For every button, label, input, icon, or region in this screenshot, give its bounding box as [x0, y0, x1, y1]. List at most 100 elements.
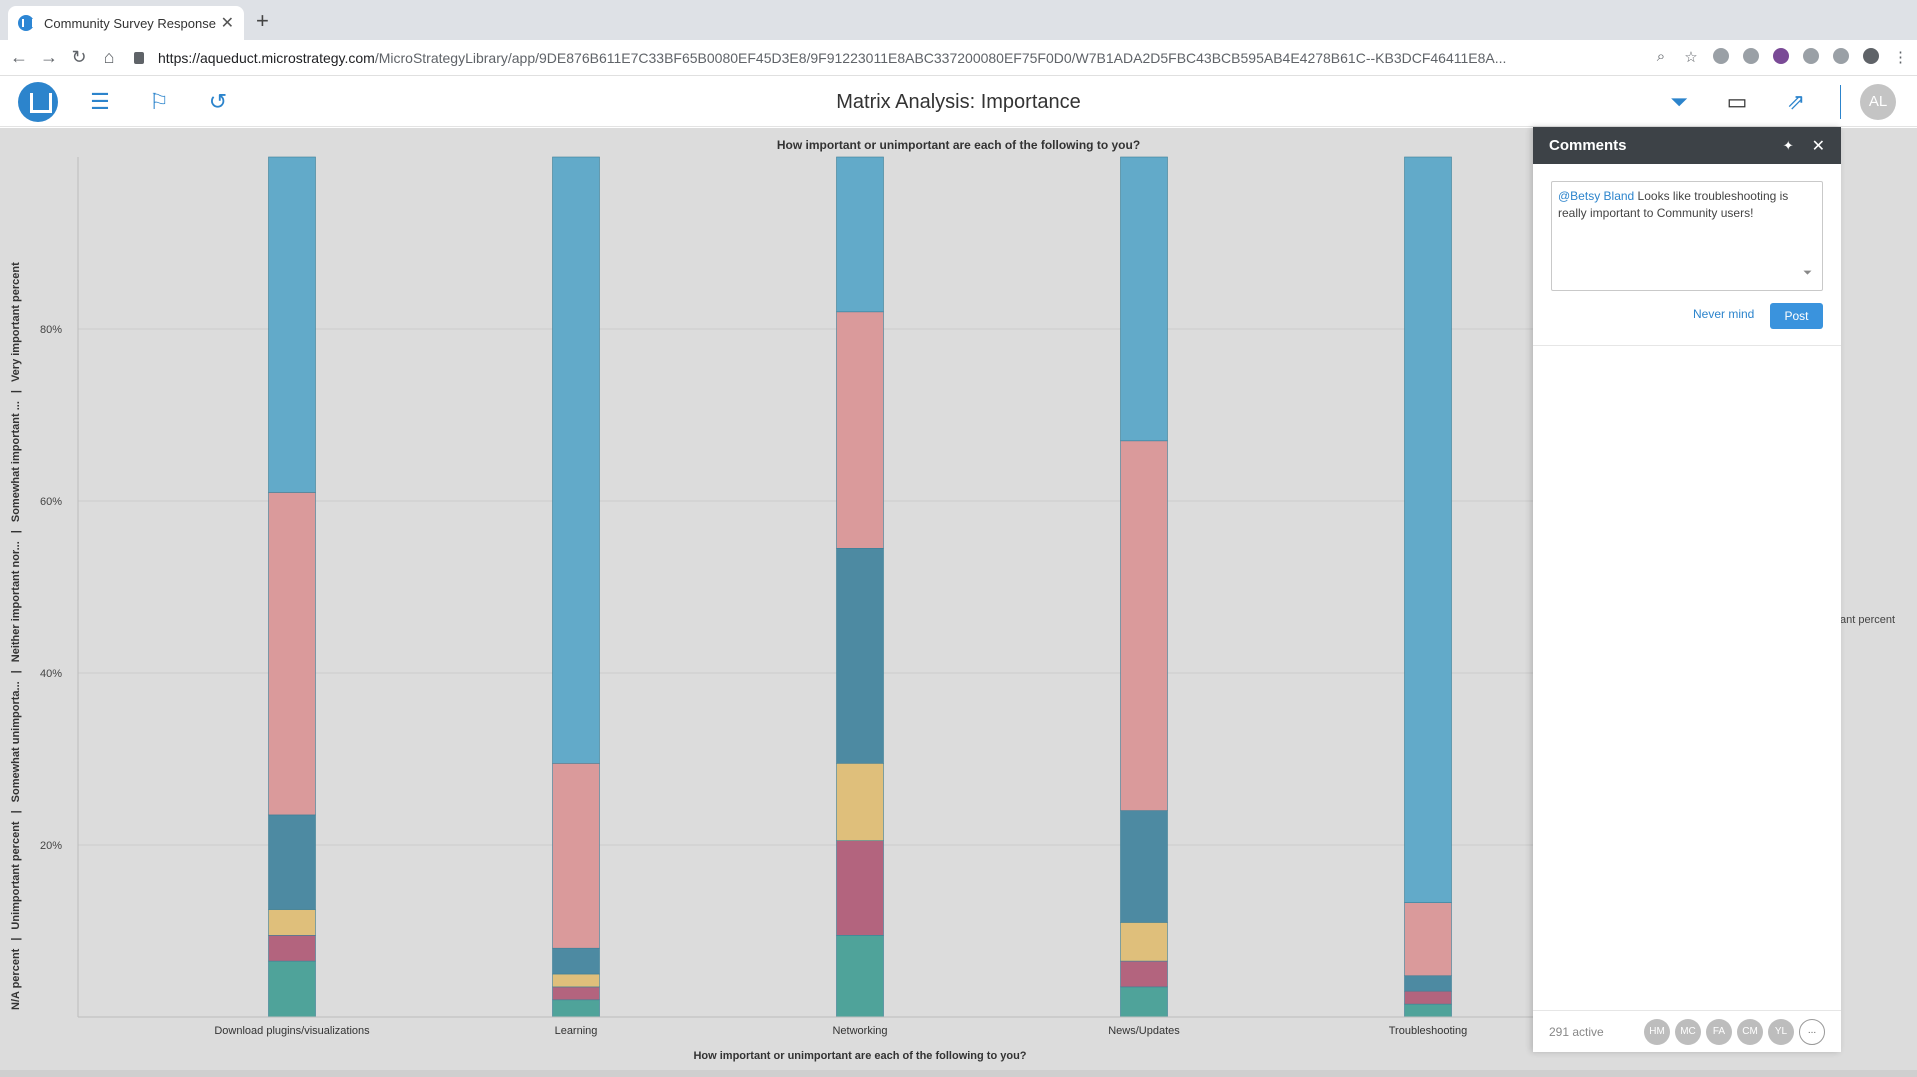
y-tick-label: 20%: [40, 840, 62, 852]
header-divider: [1840, 85, 1841, 119]
url-bar[interactable]: https://aqueduct.microstrategy.com/Micro…: [134, 44, 1634, 72]
y-tick-label: 80%: [40, 324, 62, 336]
avatar[interactable]: AL: [1860, 84, 1896, 120]
x-axis-title: How important or unimportant are each of…: [693, 1050, 1027, 1062]
y-title-part: Very important percent: [10, 262, 22, 383]
history-icon[interactable]: ↺: [208, 89, 228, 114]
y-title-separator: |: [10, 530, 22, 534]
y-tick-label: 60%: [40, 496, 62, 508]
legend-fragment: ant percent: [1840, 614, 1896, 626]
extension-icon[interactable]: [1713, 48, 1729, 64]
comment-draft-text: Looks like troubleshooting is really imp…: [1558, 189, 1789, 220]
bar-segment[interactable]: [268, 814, 316, 910]
filter-icon[interactable]: ⏷: [1670, 89, 1688, 114]
bar-segment[interactable]: [1404, 1003, 1452, 1018]
bar-segment[interactable]: [836, 840, 884, 936]
x-tick-label: Learning: [555, 1025, 598, 1037]
bar-segment[interactable]: [268, 934, 316, 962]
post-button[interactable]: Post: [1770, 303, 1823, 329]
bar-segment[interactable]: [268, 909, 316, 936]
mention-tag[interactable]: @Betsy Bland: [1558, 189, 1635, 203]
star-icon[interactable]: ☆: [1684, 49, 1698, 66]
x-tick-label: Download plugins/visualizations: [214, 1025, 370, 1037]
y-title-part: Somewhat important ...: [10, 401, 22, 523]
bar-segment[interactable]: [1404, 990, 1452, 1005]
bar-segment[interactable]: [268, 960, 316, 1018]
stacked-bar-chart: 20% 40% 60% 80% Download plugins/visualizat…: [40, 156, 1533, 1037]
x-tick-label: News/Updates: [1108, 1025, 1180, 1037]
comment-input[interactable]: @Betsy Bland Looks like troubleshooting …: [1551, 181, 1823, 291]
extension-icon[interactable]: [1833, 48, 1849, 64]
reload-icon[interactable]: ↻: [71, 47, 87, 67]
y-title-part: Neither important nor...: [10, 541, 22, 663]
comments-icon[interactable]: ▭: [1726, 89, 1748, 114]
comments-panel: Comments ✦ ✕ @Betsy Bland Looks like tro…: [1533, 127, 1841, 1052]
share-icon[interactable]: ⇗: [1786, 89, 1806, 114]
new-tab-icon[interactable]: +: [256, 8, 269, 33]
app-favicon-icon: [18, 15, 34, 31]
bar-segment[interactable]: [836, 156, 884, 313]
bar-segment[interactable]: [1120, 156, 1168, 442]
library-home-button[interactable]: [18, 82, 58, 122]
bar-segment[interactable]: [1120, 922, 1168, 962]
profile-icon[interactable]: [1863, 48, 1879, 64]
extension-icon[interactable]: [1743, 48, 1759, 64]
bar-segment[interactable]: [1120, 810, 1168, 923]
bar-segment[interactable]: [1404, 902, 1452, 977]
y-title-separator: |: [10, 810, 22, 814]
bar-segment[interactable]: [836, 762, 884, 841]
page-title: Matrix Analysis: Importance: [836, 91, 1081, 113]
close-tab-icon[interactable]: ✕: [220, 15, 234, 32]
comments-footer: 291 active HM MC FA CM YL ...: [1533, 1010, 1841, 1052]
bar-segment[interactable]: [552, 947, 600, 975]
y-title-part: N/A percent: [10, 948, 22, 1010]
more-users-button[interactable]: ...: [1799, 1018, 1825, 1045]
bar-segment[interactable]: [552, 973, 600, 988]
bar-segment[interactable]: [552, 762, 600, 949]
menu-dots-icon[interactable]: ⋮: [1893, 49, 1908, 66]
camera-icon[interactable]: [1803, 48, 1819, 64]
close-icon[interactable]: ✕: [1811, 137, 1825, 155]
zoom-icon[interactable]: ⌕: [1656, 48, 1666, 65]
bar-segment[interactable]: [836, 934, 884, 1018]
bar-segment[interactable]: [1404, 156, 1452, 903]
user-avatar[interactable]: MC: [1675, 1018, 1701, 1045]
bar-segment[interactable]: [552, 156, 600, 764]
user-avatar[interactable]: YL: [1768, 1018, 1794, 1045]
never-mind-button[interactable]: Never mind: [1693, 307, 1755, 321]
user-avatar[interactable]: HM: [1644, 1018, 1670, 1045]
pin-icon[interactable]: ✦: [1782, 137, 1794, 153]
bar-segment[interactable]: [552, 986, 600, 1001]
bar-segment[interactable]: [836, 311, 884, 549]
browser-tab[interactable]: Community Survey Responses ✕: [8, 6, 244, 40]
bar-segment[interactable]: [1120, 986, 1168, 1018]
chart-title: How important or unimportant are each of…: [776, 138, 1141, 152]
browser-tabstrip: Community Survey Responses ✕ +: [0, 0, 1917, 40]
bar-segment[interactable]: [1120, 440, 1168, 811]
bookmark-icon[interactable]: ⚐: [149, 89, 169, 114]
bar-segment[interactable]: [836, 547, 884, 764]
y-tick-label: 40%: [40, 668, 62, 680]
forward-icon[interactable]: →: [40, 47, 58, 67]
user-avatar[interactable]: FA: [1706, 1018, 1732, 1045]
url-path: /MicroStrategyLibrary/app/9DE876B611E7C3…: [374, 49, 1507, 66]
canvas-bottom-strip: [0, 1070, 1917, 1077]
url-host: https://aqueduct.microstrategy.com: [158, 49, 375, 66]
browser-extensions: ⌕ ☆ ⋮: [1653, 48, 1908, 66]
bar-segment[interactable]: [1120, 960, 1168, 988]
bar-segment[interactable]: [552, 999, 600, 1018]
user-avatar[interactable]: CM: [1737, 1018, 1763, 1045]
bar-segment[interactable]: [268, 156, 316, 493]
table-of-contents-icon[interactable]: ☰: [90, 89, 110, 114]
y-title-separator: |: [10, 390, 22, 394]
extension-icon[interactable]: [1773, 48, 1789, 64]
bar-segment[interactable]: [268, 492, 316, 816]
x-tick-label: Troubleshooting: [1389, 1025, 1467, 1037]
bar-segment[interactable]: [1404, 975, 1452, 992]
y-axis-title: N/A percent | Unimportant percent | Somewhat…: [10, 262, 22, 1010]
filter-icon[interactable]: ⏷: [1803, 267, 1812, 279]
comments-title: Comments: [1549, 137, 1627, 154]
back-icon[interactable]: ←: [10, 47, 28, 67]
home-icon[interactable]: ⌂: [103, 47, 115, 67]
y-title-part: Somewhat unimporta...: [10, 681, 22, 803]
